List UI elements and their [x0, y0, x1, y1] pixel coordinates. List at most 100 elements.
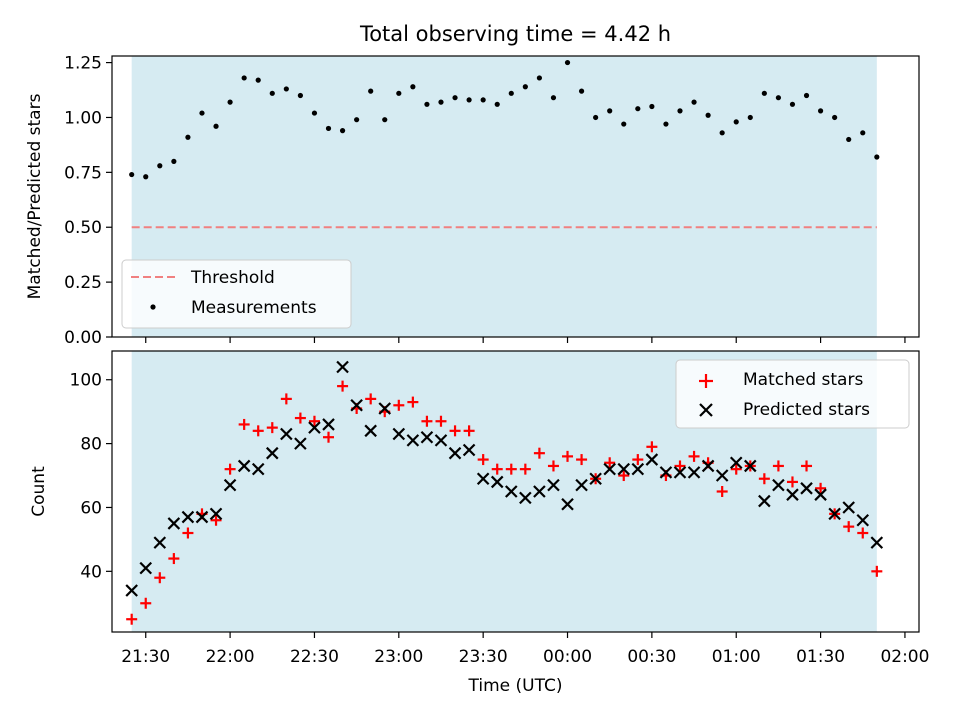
matched-star-point [646, 441, 658, 453]
matched-star-point [491, 463, 503, 475]
predicted-star-point [378, 402, 392, 415]
measurement-point [874, 154, 880, 160]
measurement-point [789, 101, 796, 107]
matched-star-point [547, 460, 559, 472]
matched-star-point [393, 399, 405, 411]
predicted-star-point [729, 456, 743, 470]
matched-star-point [252, 425, 264, 437]
predicted-star-point [237, 459, 251, 473]
predicted-star-point [673, 466, 687, 479]
matched-star-point [280, 393, 292, 405]
predicted-star-point [870, 536, 884, 549]
measurement-point [635, 106, 641, 112]
predicted-star-point [139, 561, 153, 575]
measurement-point [803, 92, 810, 99]
predicted-star-point [519, 491, 532, 505]
legend-matched-swatch [699, 374, 713, 388]
matched-star-point [801, 460, 813, 472]
y-tick-label: 0.50 [64, 218, 102, 238]
measurement-point [368, 88, 374, 94]
measurement-point [522, 84, 528, 90]
predicted-star-point [294, 437, 307, 450]
matched-star-point [238, 418, 250, 430]
matched-star-point [688, 450, 700, 462]
measurement-point [733, 119, 739, 125]
measurement-point [705, 112, 711, 118]
top-y-axis: 0.00 0.25 0.50 0.75 1.00 1.25 [64, 54, 112, 348]
predicted-star-point [589, 472, 602, 486]
legend-measurements-label: Measurements [191, 298, 317, 318]
predicted-star-point [336, 360, 349, 374]
measurement-point [269, 90, 275, 96]
predicted-star-point [645, 453, 659, 466]
matched-star-point [533, 447, 545, 459]
predicted-star-point [561, 497, 574, 511]
measurement-point [607, 108, 613, 114]
measurement-point [171, 158, 177, 164]
legend-predicted-swatch [699, 403, 713, 417]
predicted-star-point [800, 482, 813, 495]
predicted-star-point [814, 488, 827, 501]
x-tick-label: 21:30 [121, 647, 170, 667]
measurement-point [775, 95, 782, 101]
x-tick-label: 23:00 [374, 647, 423, 667]
measurement-point [452, 95, 458, 101]
matched-star-point [421, 415, 433, 427]
matched-star-point [365, 393, 377, 405]
measurement-point [382, 117, 388, 123]
predicted-star-point [195, 510, 209, 524]
measurements-series [129, 59, 880, 180]
matched-star-point [871, 565, 883, 577]
predicted-star-point [322, 418, 335, 431]
matched-star-point [772, 460, 784, 472]
predicted-star-point [715, 469, 729, 482]
matched-star-point [210, 514, 222, 526]
matched-star-point [323, 431, 335, 443]
predicted-star-point [434, 434, 448, 447]
x-tick-label: 01:00 [712, 647, 761, 667]
legend-predicted-label: Predicted stars [743, 400, 870, 420]
predicted-star-point [153, 536, 167, 549]
measurement-point [227, 99, 233, 105]
predicted-star-point [659, 466, 673, 479]
matched-star-point [758, 473, 770, 485]
top-y-axis-label: Matched/Predicted stars [25, 93, 45, 299]
predicted-star-point [406, 434, 420, 447]
matched-star-point [224, 463, 236, 475]
predicted-star-point [631, 462, 645, 476]
bottom-x-axis: 21:30 22:00 22:30 23:00 23:30 00:00 00:30 01:00… [121, 632, 929, 667]
matched-star-point [519, 463, 531, 475]
matched-star-point [674, 460, 686, 472]
predicted-star-point [223, 478, 237, 492]
predicted-star-point [547, 478, 560, 492]
matched-star-point [815, 482, 827, 494]
matched-star-point [337, 380, 349, 392]
matched-star-point [308, 415, 320, 427]
matched-star-point [843, 521, 855, 533]
measurement-point [691, 99, 697, 105]
predicted-star-point [265, 446, 279, 460]
y-tick-label: 0.00 [64, 328, 102, 348]
predicted-star-point [687, 466, 701, 479]
measurement-point [621, 121, 627, 127]
predicted-star-point [448, 446, 462, 460]
measurement-point [564, 59, 571, 66]
measurement-point [536, 75, 543, 81]
predicted-star-point [364, 424, 377, 438]
measurement-point [297, 92, 303, 99]
measurement-point [185, 134, 191, 140]
bottom-legend-box [675, 359, 910, 429]
predicted-star-point [758, 494, 771, 508]
matched-star-point [449, 425, 461, 437]
predicted-star-point [280, 427, 293, 441]
predicted-star-point [308, 421, 321, 434]
predicted-star-point [603, 462, 616, 476]
measurement-point [649, 103, 655, 110]
matched-star-point [435, 415, 447, 427]
matched-star-point [576, 454, 588, 466]
matched-star-point [126, 613, 138, 625]
predicted-star-point [420, 430, 434, 444]
matched-star-point [477, 454, 489, 466]
predicted-star-point [209, 507, 223, 521]
measurement-point [438, 99, 444, 105]
